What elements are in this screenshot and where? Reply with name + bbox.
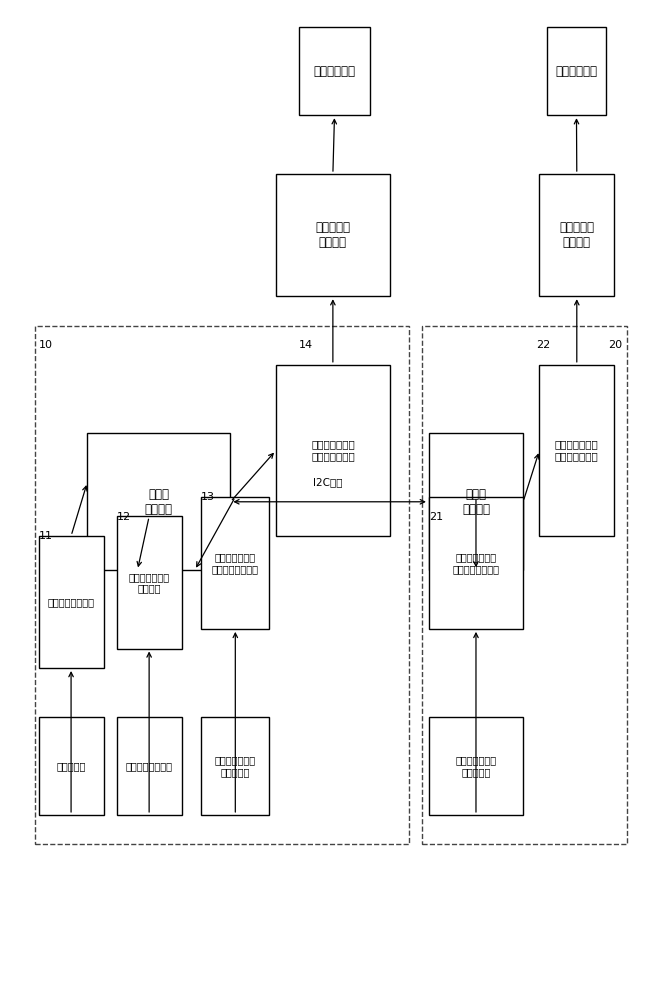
Text: 后通道稳定杆: 后通道稳定杆	[556, 65, 598, 78]
Text: 车速信号处理电路: 车速信号处理电路	[48, 597, 94, 607]
Bar	[35, 326, 409, 844]
Text: 前通道
主控芯片: 前通道 主控芯片	[145, 488, 173, 516]
Text: 13: 13	[201, 492, 215, 502]
Text: 横向加速度信号
处理电路: 横向加速度信号 处理电路	[129, 572, 170, 593]
Text: 22: 22	[536, 340, 550, 350]
Bar	[276, 174, 390, 296]
Bar	[39, 536, 104, 668]
Bar	[201, 497, 270, 629]
Bar	[539, 174, 614, 296]
Text: 后通道电机驱动
及过流保护电路: 后通道电机驱动 及过流保护电路	[555, 440, 599, 461]
Bar	[422, 326, 627, 844]
Bar	[547, 28, 605, 115]
Text: 11: 11	[39, 531, 52, 541]
Text: 10: 10	[39, 340, 52, 350]
Bar	[201, 717, 270, 815]
Text: 14: 14	[298, 340, 313, 350]
Text: 后通道无刷
直流电机: 后通道无刷 直流电机	[560, 221, 594, 249]
Text: 车速传感器: 车速传感器	[56, 761, 86, 771]
Text: 20: 20	[607, 340, 622, 350]
Text: 后通道电机转子
位置信号处理电路: 后通道电机转子 位置信号处理电路	[453, 552, 499, 574]
Bar	[117, 717, 182, 815]
Bar	[539, 365, 614, 536]
Bar	[276, 365, 390, 536]
Bar	[117, 517, 182, 648]
Text: 21: 21	[429, 512, 443, 522]
Text: 横向加速度传感器: 横向加速度传感器	[126, 761, 173, 771]
Text: 前通道稳定杆: 前通道稳定杆	[314, 65, 356, 78]
Bar	[429, 717, 523, 815]
Text: 前通道电机驱动
及过流保护电路: 前通道电机驱动 及过流保护电路	[311, 440, 355, 461]
Bar	[39, 717, 104, 815]
Bar	[87, 433, 230, 571]
Bar	[298, 28, 370, 115]
Text: 前通道电机转子
位置信号处理电路: 前通道电机转子 位置信号处理电路	[212, 552, 259, 574]
Bar	[429, 497, 523, 629]
Bar	[429, 433, 523, 571]
Text: 前通道无刷
直流电机: 前通道无刷 直流电机	[316, 221, 350, 249]
Text: 后通道
主控芯片: 后通道 主控芯片	[462, 488, 490, 516]
Text: I2C通信: I2C通信	[314, 477, 342, 487]
Text: 12: 12	[117, 512, 131, 522]
Text: 前通道电机转子
位置传感器: 前通道电机转子 位置传感器	[215, 755, 256, 776]
Text: 后通道电机转子
位置传感器: 后通道电机转子 位置传感器	[455, 755, 497, 776]
